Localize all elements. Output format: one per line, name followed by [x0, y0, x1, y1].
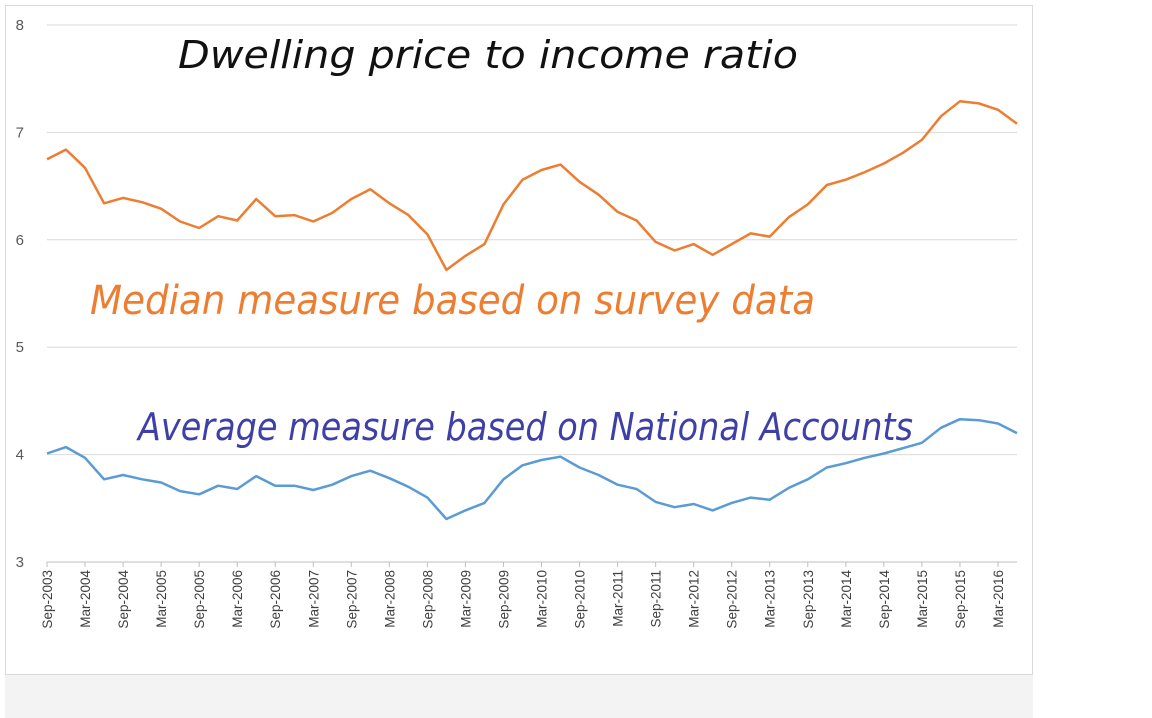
x-tick-label: Mar-2010 [535, 570, 550, 628]
x-tick-label: Mar-2012 [687, 570, 702, 628]
average-series-line [46, 417, 1018, 521]
average-series-label: Average measure based on National Accoun… [135, 405, 913, 449]
x-tick-label: Sep-2013 [801, 570, 816, 629]
x-tick-label: Sep-2011 [649, 570, 664, 628]
x-tick-label: Sep-2006 [268, 570, 283, 629]
x-tick-label: Mar-2009 [458, 570, 473, 628]
y-tick-label: 5 [16, 339, 24, 356]
y-tick-label: 6 [16, 232, 24, 249]
chart-title: Dwelling price to income ratio [178, 33, 798, 77]
x-tick-label: Mar-2014 [839, 570, 854, 628]
x-tick-label: Sep-2004 [116, 570, 131, 629]
x-tick-label: Sep-2009 [496, 570, 511, 629]
x-tick-label: Sep-2015 [953, 570, 968, 629]
series-lines [46, 100, 1018, 521]
x-tick-label: Mar-2013 [763, 570, 778, 628]
x-tick-label: Sep-2003 [40, 570, 55, 629]
x-tick-label: Mar-2004 [78, 570, 93, 628]
y-tick-label: 3 [16, 554, 24, 571]
x-tick-label: Sep-2010 [573, 570, 588, 629]
x-tick-label: Sep-2014 [877, 570, 892, 629]
y-tick-label: 8 [16, 17, 24, 34]
gridlines [47, 24, 1017, 563]
bottom-strip [5, 675, 1033, 718]
y-axis-ticks: 3 4 5 6 7 8 [16, 17, 24, 571]
chart-frame [5, 5, 1033, 675]
x-tick-label: Sep-2007 [344, 570, 359, 629]
x-axis-ticks: Sep-2003 Mar-2004 Sep-2004 Mar-2005 Sep-2005… [40, 562, 1006, 629]
x-tick-label: Mar-2011 [611, 570, 626, 627]
y-tick-label: 7 [16, 124, 24, 141]
x-tick-label: Sep-2008 [420, 570, 435, 629]
x-tick-label: Mar-2016 [991, 570, 1006, 628]
y-tick-label: 4 [16, 447, 24, 464]
x-tick-label: Mar-2008 [382, 570, 397, 628]
x-tick-label: Mar-2005 [154, 570, 169, 628]
x-tick-label: Mar-2015 [915, 570, 930, 628]
x-tick-label: Sep-2012 [725, 570, 740, 629]
x-tick-label: Sep-2005 [192, 570, 207, 629]
x-tick-label: Mar-2006 [230, 570, 245, 628]
median-series-label: Median measure based on survey data [90, 278, 815, 324]
median-series-line [46, 100, 1018, 272]
x-tick-label: Mar-2007 [306, 570, 321, 628]
